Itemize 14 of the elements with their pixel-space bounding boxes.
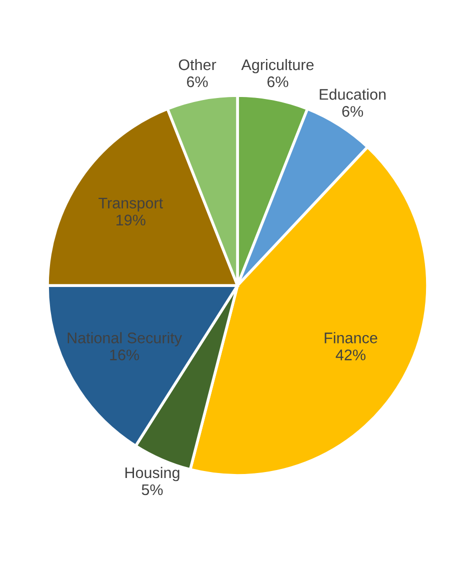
slice-label: Finance — [324, 332, 378, 344]
slice-label: National Security — [68, 332, 182, 346]
slice-label: Housing — [125, 466, 180, 482]
slice-label: Education — [320, 88, 386, 100]
data-label: 5% — [142, 484, 163, 496]
data-label: 16% — [110, 350, 140, 360]
slice-label: Agriculture — [241, 58, 314, 74]
data-label: 42% — [336, 350, 366, 360]
slice-label: Other — [178, 58, 216, 70]
data-label: 6% — [187, 76, 208, 88]
slice-label: Transport — [98, 198, 163, 212]
data-label: 6% — [267, 76, 288, 88]
data-label: 6% — [342, 106, 364, 117]
data-label: 19% — [116, 214, 146, 226]
